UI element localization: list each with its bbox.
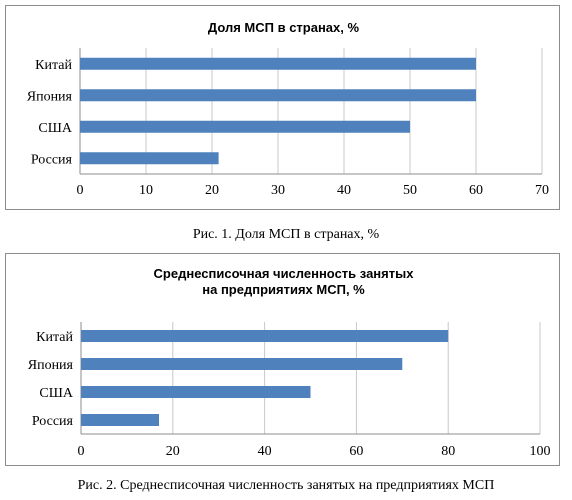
chart-1-bar-1 [80, 57, 476, 70]
chart-2-x-tick-label: 20 [166, 444, 180, 459]
chart-2-x-tick-label: 0 [78, 444, 85, 459]
chart-2-x-tick-label: 40 [258, 444, 272, 459]
chart-2-bar-1 [81, 330, 449, 342]
chart-2-category-label: Россия [32, 414, 74, 429]
chart-1-x-tick-label: 50 [403, 183, 417, 198]
chart-2-title-line-1: Среднесписочная численность занятых [154, 266, 415, 281]
chart-1-x-tick-label: 30 [271, 183, 285, 198]
chart-1-title-line-1: Доля МСП в странах, % [208, 20, 360, 35]
chart-1-x-tick-label: 70 [535, 183, 549, 198]
chart-1-svg: Доля МСП в странах, % 0 10 20 30 40 50 60 70 Кита… [27, 20, 549, 198]
chart-1-caption: Рис. 1. Доля МСП в странах, % [192, 227, 380, 242]
chart-2-bar-2 [81, 358, 403, 370]
chart-1-x-tick-label: 0 [77, 183, 84, 198]
chart-1-category-label: США [38, 121, 72, 136]
chart-1-frame: Доля МСП в странах, % 0 10 20 30 40 50 60 70 Кита… [5, 5, 560, 210]
chart-2-x-tick-label: 60 [349, 444, 363, 459]
chart-2-category-label: Япония [28, 358, 74, 373]
chart-2-bar-4 [81, 414, 160, 426]
chart-1-category-label: Россия [31, 152, 73, 167]
chart-1-category-label: Япония [27, 89, 73, 104]
chart-1-x-tick-label: 20 [205, 183, 219, 198]
chart-1-bar-2 [80, 89, 476, 102]
chart-1-category-label: Китай [35, 58, 72, 73]
chart-1-x-tick-label: 40 [337, 183, 351, 198]
chart-2-category-label: Китай [36, 330, 73, 345]
chart-2-title-line-2: на предприятиях МСП, % [202, 282, 365, 297]
chart-2-x-tick-label: 80 [441, 444, 455, 459]
chart-1-x-tick-label: 10 [139, 183, 153, 198]
chart-1-bar-4 [80, 152, 219, 165]
chart-2-caption: Рис. 2. Среднесписочная численность заня… [77, 478, 495, 493]
chart-2-x-tick-label: 100 [530, 444, 551, 459]
chart-2-frame: Среднесписочная численность занятых на пр… [5, 253, 560, 466]
chart-1-x-tick-label: 60 [469, 183, 483, 198]
chart-2-bar-3 [81, 386, 311, 398]
chart-1-bar-3 [80, 120, 410, 133]
chart-2-category-label: США [39, 386, 73, 401]
